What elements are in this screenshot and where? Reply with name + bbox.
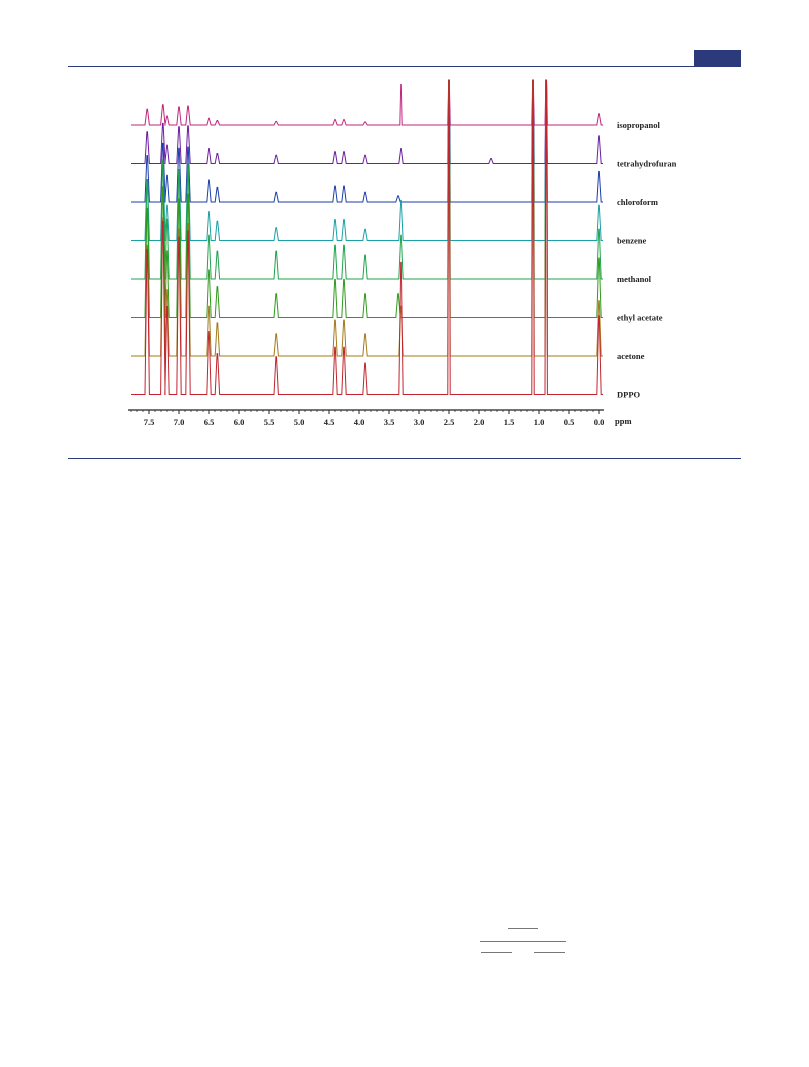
trace-label: chloroform — [617, 197, 658, 207]
trace-label: methanol — [617, 274, 652, 284]
header-tab-block — [694, 50, 741, 66]
equation-fraction-line — [508, 928, 538, 929]
x-axis-label: ppm — [615, 416, 632, 426]
x-tick-label: 4.5 — [324, 417, 335, 427]
x-tick-label: 0.0 — [594, 417, 605, 427]
trace-label: benzene — [617, 236, 647, 246]
trace-label: ethyl acetate — [617, 313, 663, 323]
trace-label: DPPO — [617, 390, 641, 400]
spectrum-trace — [131, 79, 603, 395]
trace-label: acetone — [617, 351, 645, 361]
trace-label: isopropanol — [617, 120, 660, 130]
x-tick-label: 2.5 — [444, 417, 455, 427]
x-tick-label: 5.5 — [264, 417, 275, 427]
spectra-traces — [131, 79, 603, 395]
trace-labels: isopropanol tetrahydrofuran chloroform benz… — [617, 120, 677, 400]
x-tick-label: 2.0 — [474, 417, 485, 427]
equation-fraction-line — [480, 941, 566, 942]
x-axis: 7.5 7.0 6.5 6.0 5.5 5.0 4.5 4.0 3.5 3.0 2.5 2.0 1.5 1… — [128, 409, 632, 427]
equation-fraction-line — [534, 952, 565, 953]
x-tick-label: 0.5 — [564, 417, 575, 427]
x-tick-label: 5.0 — [294, 417, 305, 427]
x-tick-label: 7.5 — [144, 417, 155, 427]
equation-fraction-line — [481, 952, 512, 953]
x-tick-label: 7.0 — [174, 417, 185, 427]
x-tick-label: 3.0 — [414, 417, 425, 427]
x-tick-label: 1.0 — [534, 417, 545, 427]
trace-label: tetrahydrofuran — [617, 159, 677, 169]
x-tick-label: 6.0 — [234, 417, 245, 427]
figure-bottom-rule — [68, 458, 741, 459]
x-tick-label: 3.5 — [384, 417, 395, 427]
x-tick-label: 1.5 — [504, 417, 515, 427]
header-rule — [68, 66, 741, 67]
x-tick-label: 4.0 — [354, 417, 365, 427]
x-tick-label: 6.5 — [204, 417, 215, 427]
nmr-spectra-chart: isopropanol tetrahydrofuran chloroform benz… — [128, 79, 677, 427]
